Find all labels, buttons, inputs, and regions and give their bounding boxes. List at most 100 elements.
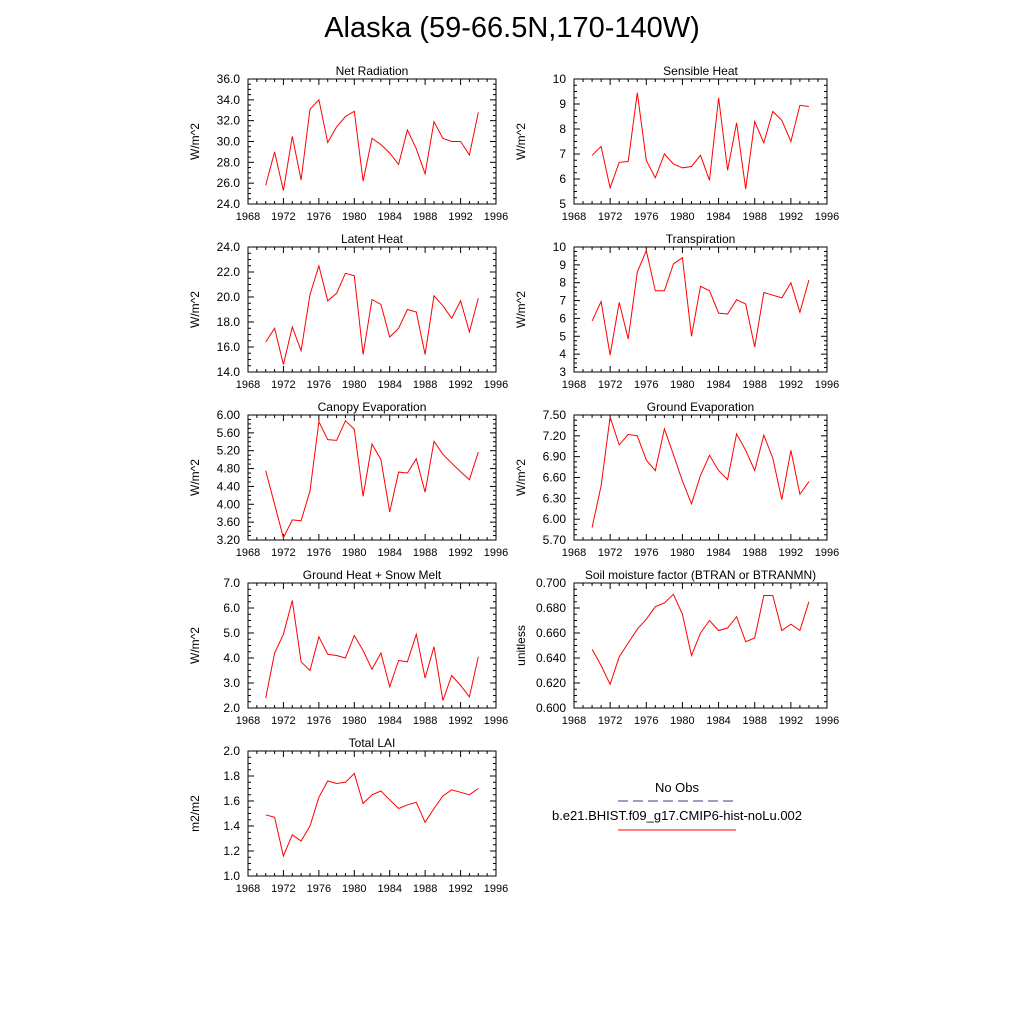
data-point xyxy=(754,346,756,348)
data-point xyxy=(451,462,453,464)
series-line xyxy=(265,600,479,701)
x-tick-label: 1972 xyxy=(598,715,622,727)
data-point xyxy=(300,840,302,842)
data-point xyxy=(282,633,284,635)
x-tick-label: 1968 xyxy=(236,715,260,727)
data-point xyxy=(273,816,275,818)
data-point xyxy=(406,804,408,806)
data-point xyxy=(397,471,399,473)
data-point xyxy=(591,320,593,322)
x-tick-label: 1996 xyxy=(484,211,508,223)
y-tick-label: 7 xyxy=(559,147,566,161)
data-point xyxy=(609,354,611,356)
chart-panel: Ground Heat + Snow Melt W/m^2 1968 1972 1976… xyxy=(188,568,508,727)
x-tick-label: 1972 xyxy=(598,547,622,559)
data-point xyxy=(335,126,337,128)
data-point xyxy=(380,303,382,305)
data-point xyxy=(353,772,355,774)
y-tick-label: 3.0 xyxy=(223,676,240,690)
y-tick-label: 4 xyxy=(559,347,566,361)
data-point xyxy=(265,470,267,472)
x-tick-label: 1980 xyxy=(342,379,366,391)
data-point xyxy=(645,618,647,620)
y-tick-label: 9 xyxy=(559,258,566,272)
data-point xyxy=(600,485,602,487)
data-point xyxy=(790,282,792,284)
data-point xyxy=(654,606,656,608)
data-point xyxy=(273,327,275,329)
x-tick-label: 1980 xyxy=(670,379,694,391)
data-point xyxy=(645,459,647,461)
panel-title: Latent Heat xyxy=(341,232,404,246)
chart-panel: Ground Evaporation W/m^2 1968 1972 1976 1980 1… xyxy=(514,400,839,559)
legend-label: b.e21.BHIST.f09_g17.CMIP6-hist-noLu.002 xyxy=(552,808,802,823)
data-point xyxy=(645,159,647,161)
data-point xyxy=(726,313,728,315)
data-point xyxy=(424,677,426,679)
data-point xyxy=(397,659,399,661)
y-tick-label: 0.600 xyxy=(536,701,566,715)
series-line xyxy=(591,248,810,356)
data-point xyxy=(389,686,391,688)
x-tick-label: 1984 xyxy=(377,883,401,895)
data-point xyxy=(708,290,710,292)
data-point xyxy=(744,449,746,451)
data-point xyxy=(699,285,701,287)
plot-frame xyxy=(573,582,828,709)
y-axis-label: W/m^2 xyxy=(188,459,202,496)
data-point xyxy=(371,443,373,445)
data-point xyxy=(389,152,391,154)
y-tick-label: 5 xyxy=(559,197,566,211)
data-point xyxy=(318,420,320,422)
data-point xyxy=(433,121,435,123)
y-tick-label: 6.00 xyxy=(543,512,567,526)
data-point xyxy=(681,480,683,482)
x-tick-label: 1992 xyxy=(448,379,472,391)
series-line xyxy=(591,92,809,190)
data-point xyxy=(609,416,611,418)
x-tick-label: 1988 xyxy=(742,547,766,559)
data-point xyxy=(318,265,320,267)
x-tick-label: 1976 xyxy=(307,883,331,895)
data-point xyxy=(781,297,783,299)
data-point xyxy=(318,636,320,638)
data-point xyxy=(380,652,382,654)
data-point xyxy=(636,435,638,437)
data-point xyxy=(781,499,783,501)
data-point xyxy=(442,795,444,797)
data-point xyxy=(371,668,373,670)
data-point xyxy=(300,520,302,522)
data-point xyxy=(600,664,602,666)
data-point xyxy=(763,142,765,144)
data-point xyxy=(291,834,293,836)
data-point xyxy=(636,92,638,94)
x-tick-label: 1992 xyxy=(448,211,472,223)
x-tick-label: 1968 xyxy=(562,715,586,727)
chart-panel: Total LAI m2/m2 1968 1972 1976 1980 1984 1988 19… xyxy=(188,736,508,895)
data-point xyxy=(459,300,461,302)
data-point xyxy=(309,669,311,671)
data-point xyxy=(808,105,810,107)
data-point xyxy=(353,275,355,277)
x-tick-label: 1976 xyxy=(307,715,331,727)
data-point xyxy=(618,161,620,163)
legend: No Obs b.e21.BHIST.f09_g17.CMIP6-hist-noL… xyxy=(552,780,802,831)
y-tick-label: 3 xyxy=(559,365,566,379)
y-tick-label: 7 xyxy=(559,294,566,308)
data-point xyxy=(477,111,479,113)
data-point xyxy=(735,298,737,300)
data-point xyxy=(591,526,593,528)
y-tick-label: 4.80 xyxy=(217,462,241,476)
x-tick-label: 1992 xyxy=(448,547,472,559)
data-point xyxy=(790,623,792,625)
plot-frame xyxy=(573,414,828,541)
data-point xyxy=(380,790,382,792)
x-tick-label: 1980 xyxy=(342,211,366,223)
y-tick-label: 7.20 xyxy=(543,429,567,443)
data-point xyxy=(344,657,346,659)
data-point xyxy=(282,189,284,191)
data-point xyxy=(335,654,337,656)
x-tick-label: 1976 xyxy=(307,547,331,559)
x-tick-label: 1968 xyxy=(236,379,260,391)
